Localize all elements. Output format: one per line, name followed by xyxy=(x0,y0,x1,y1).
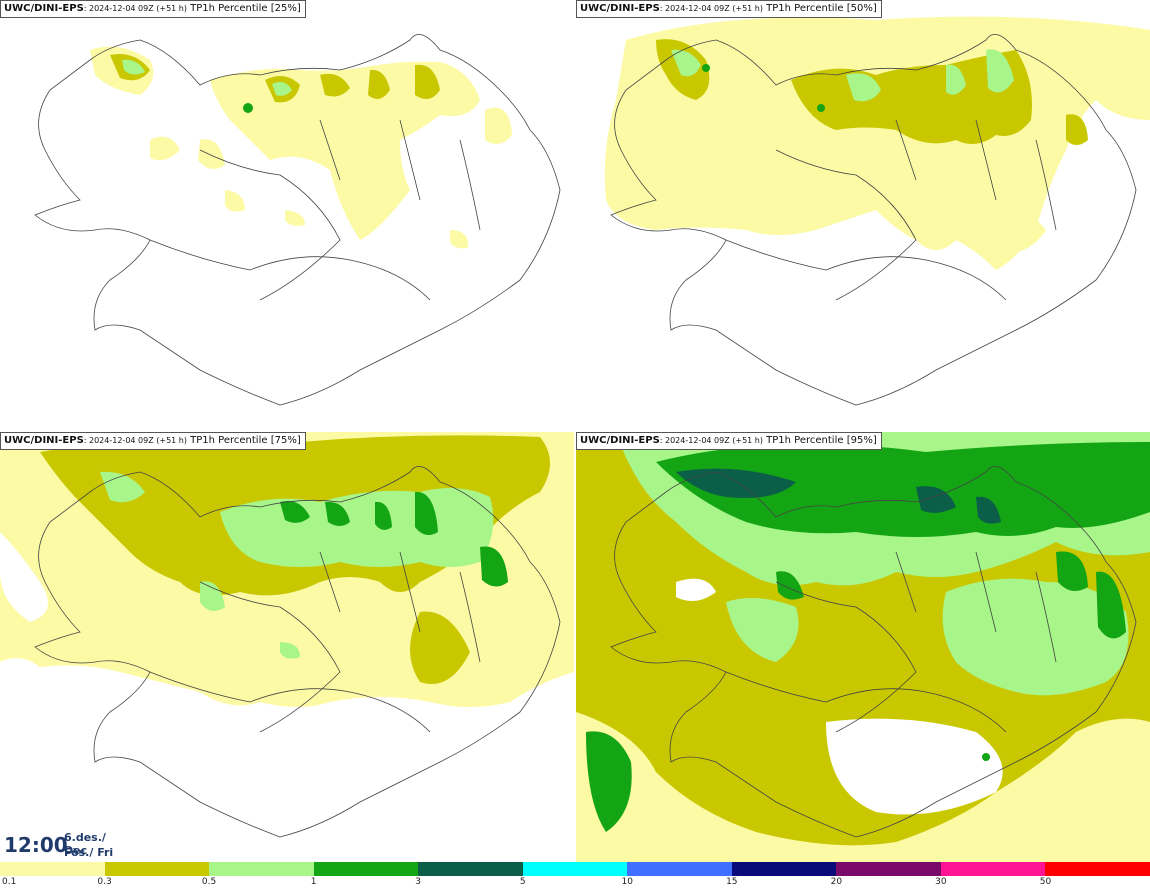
valid-time-box: 12:00 6.des./ Dec Fös./ Fri xyxy=(0,828,130,862)
coastline xyxy=(610,33,1137,406)
parameter-label: TP1h Percentile [95%] xyxy=(762,435,877,446)
model-source: UWC/DINI-EPS xyxy=(4,435,84,446)
colorbar-tick-label: 3 xyxy=(415,877,422,887)
colorbar-segment xyxy=(731,862,837,876)
map-panel-p50: UWC/DINI-EPS: 2024-12-04 09Z (+51 h) TP1… xyxy=(576,0,1150,430)
map-panel-p75: UWC/DINI-EPS: 2024-12-04 09Z (+51 h) TP1… xyxy=(0,432,574,862)
run-info: : 2024-12-04 09Z (+51 h) xyxy=(659,436,763,445)
precip-field xyxy=(90,46,512,249)
colorbar-segment xyxy=(313,862,419,876)
map-panel-p95: UWC/DINI-EPS: 2024-12-04 09Z (+51 h) TP1… xyxy=(576,432,1150,862)
colorbar-tick-label: 0.5 xyxy=(201,877,217,887)
run-info: : 2024-12-04 09Z (+51 h) xyxy=(83,4,187,13)
colorbar-segment xyxy=(0,862,105,876)
panel-title-p25: UWC/DINI-EPS: 2024-12-04 09Z (+51 h) TP1… xyxy=(0,0,306,18)
model-source: UWC/DINI-EPS xyxy=(580,435,660,446)
colorbar-segment xyxy=(418,862,523,876)
colorbar-segment xyxy=(940,862,1046,876)
valid-time-weekday: Fös./ Fri xyxy=(64,846,114,859)
precip-field xyxy=(0,432,574,862)
colorbar-tick-label: 1 xyxy=(310,877,317,887)
precip-map-p50 xyxy=(604,16,1150,406)
model-source: UWC/DINI-EPS xyxy=(580,3,660,14)
colorbar-ticks: 0.1 0.3 0.5 1 3 5 10 15 20 30 50 xyxy=(0,876,1150,891)
panel-title-p50: UWC/DINI-EPS: 2024-12-04 09Z (+51 h) TP1… xyxy=(576,0,882,18)
valid-time-date: 6.des./ Dec xyxy=(64,831,106,857)
colorbar-tick-label: 30 xyxy=(935,877,947,887)
run-info: : 2024-12-04 09Z (+51 h) xyxy=(659,4,763,13)
map-panel-p25: UWC/DINI-EPS: 2024-12-04 09Z (+51 h) TP1… xyxy=(0,0,574,430)
panel-divider xyxy=(574,0,576,862)
precip-field xyxy=(576,432,1150,862)
valid-time-clock: 12:00 xyxy=(4,833,68,857)
coastline xyxy=(34,33,561,406)
precip-map-p25 xyxy=(34,33,561,406)
panel-title-p75: UWC/DINI-EPS: 2024-12-04 09Z (+51 h) TP1… xyxy=(0,432,306,450)
colorbar-tick-label: 50 xyxy=(1039,877,1052,887)
panel-title-p95: UWC/DINI-EPS: 2024-12-04 09Z (+51 h) TP1… xyxy=(576,432,882,450)
parameter-label: TP1h Percentile [75%] xyxy=(186,435,301,446)
parameter-label: TP1h Percentile [50%] xyxy=(762,3,877,14)
colorbar-tick-label: 15 xyxy=(726,877,738,887)
colorbar-tick-label: 10 xyxy=(621,877,633,887)
run-info: : 2024-12-04 09Z (+51 h) xyxy=(83,436,187,445)
precip-map-p75 xyxy=(0,432,574,862)
colorbar-tick-label: 0.1 xyxy=(2,877,17,887)
precip-field xyxy=(604,16,1150,270)
colorbar-tick-label: 5 xyxy=(519,877,526,887)
colorbar-tick-label: 0.3 xyxy=(97,877,112,887)
coastline xyxy=(34,465,561,838)
colorbar-segment xyxy=(104,862,210,876)
colorbar-segment xyxy=(522,862,628,876)
parameter-label: TP1h Percentile [25%] xyxy=(186,3,301,14)
coastline xyxy=(610,465,1137,838)
colorbar-tick-label: 20 xyxy=(830,877,843,887)
model-source: UWC/DINI-EPS xyxy=(4,3,84,14)
precip-colorbar xyxy=(0,862,1150,876)
colorbar-segment xyxy=(1045,862,1150,876)
colorbar-segment xyxy=(836,862,941,876)
colorbar-segment xyxy=(627,862,732,876)
precip-map-p95 xyxy=(576,432,1150,862)
colorbar-segment xyxy=(209,862,314,876)
